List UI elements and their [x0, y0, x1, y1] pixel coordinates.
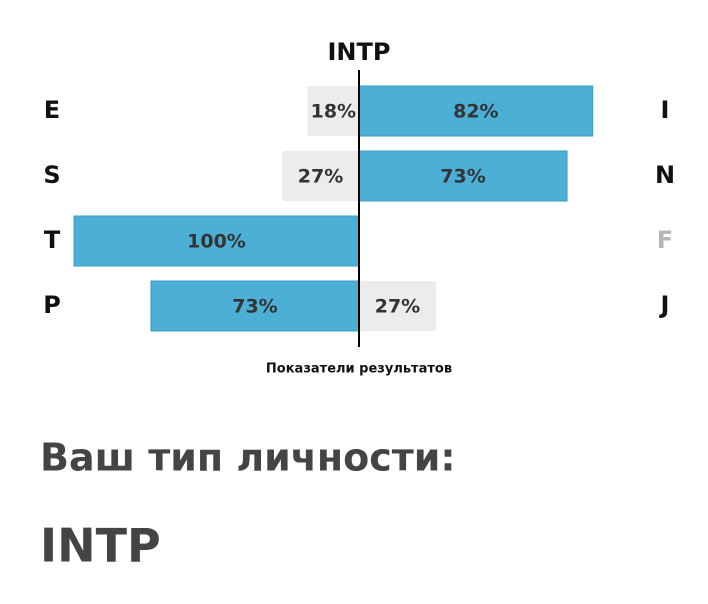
bar: [282, 151, 359, 201]
dimension-letter: F: [657, 226, 673, 254]
dimension-letter: N: [655, 161, 675, 189]
result-type: INTP: [40, 519, 161, 573]
bar-value-label: 18%: [311, 101, 356, 123]
bar-value-label: 82%: [453, 101, 498, 123]
bar-value-label: 27%: [375, 296, 420, 318]
result-heading: Ваш тип личности:: [40, 436, 456, 480]
bar-value-label: 73%: [440, 166, 485, 188]
dimension-letter: P: [43, 291, 61, 319]
bar: [359, 281, 436, 331]
bar: [358, 85, 594, 137]
bar: [307, 86, 359, 136]
dimension-letter: E: [44, 96, 60, 124]
dimension-letter: T: [44, 226, 61, 254]
dimension-letter: S: [43, 161, 60, 189]
bar-value-label: 73%: [232, 296, 277, 318]
dimension-letter: I: [661, 96, 670, 124]
x-axis-label: Показатели результатов: [266, 362, 452, 377]
bar-value-label: 100%: [187, 231, 246, 253]
bar: [150, 280, 360, 332]
bar-value-label: 27%: [298, 166, 343, 188]
chart-title: INTP: [328, 38, 391, 66]
dimension-letter: J: [659, 291, 670, 319]
